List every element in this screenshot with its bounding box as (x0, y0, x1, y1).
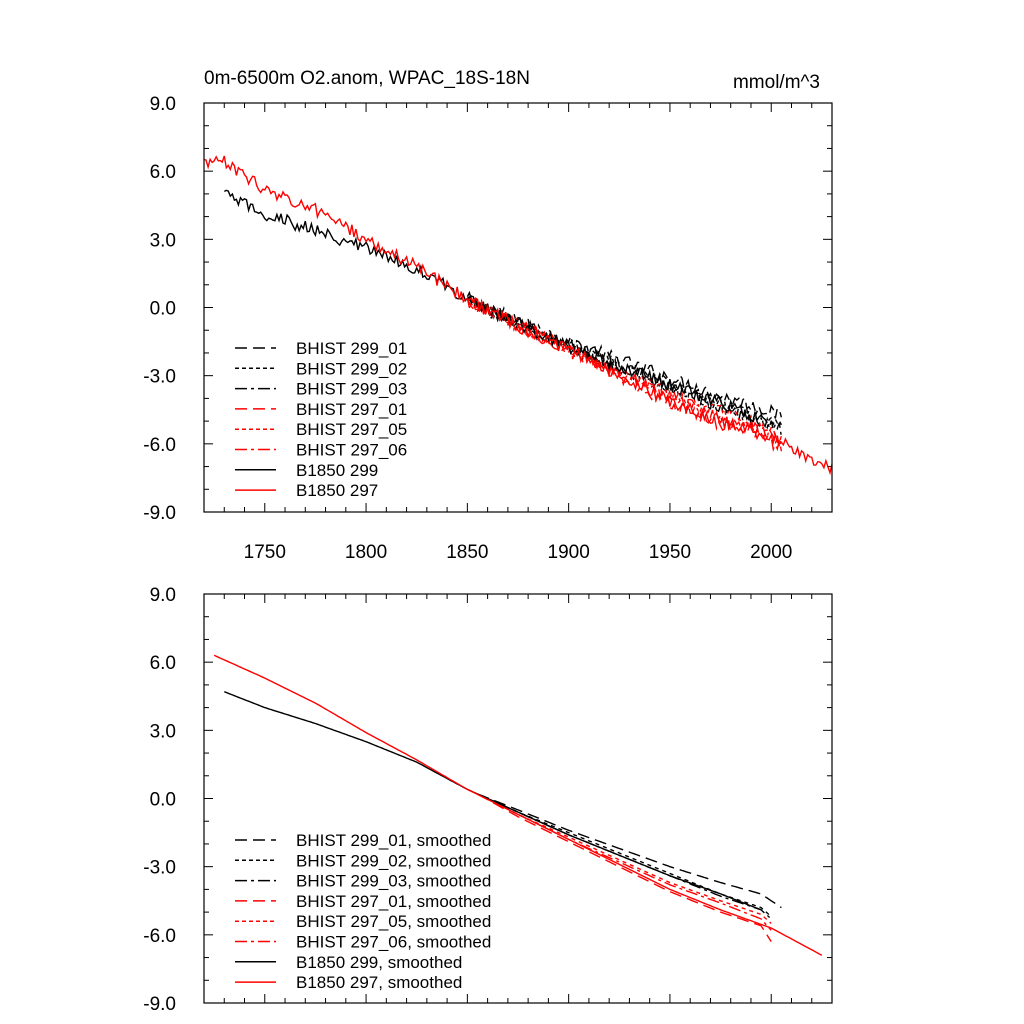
series-line-8 (203, 155, 833, 476)
y-tick-label: 9.0 (150, 585, 176, 606)
legend-label: B1850 297, smoothed (296, 973, 462, 992)
series-line-5 (477, 793, 772, 925)
series-line-5 (466, 298, 783, 444)
legend-label: BHIST 297_01 (296, 400, 407, 419)
series-line-8 (213, 654, 823, 956)
top-panel: 0m-6500m O2.anom, WPAC_18S-18N mmol/m^3 … (143, 68, 833, 563)
series-line-3 (477, 793, 772, 920)
legend-label: BHIST 297_06, smoothed (296, 933, 491, 952)
series-line-7 (223, 189, 768, 424)
series-line-4 (477, 793, 772, 942)
y-tick-label: -3.0 (143, 858, 176, 879)
legend-label: BHIST 297_06 (296, 441, 407, 460)
series-line-1 (477, 793, 782, 909)
legend-label: BHIST 299_02 (296, 359, 407, 378)
axis-ticks (204, 593, 832, 1004)
legend-label: B1850 297 (296, 481, 378, 500)
x-tick-label: 1950 (649, 542, 691, 563)
legend-label: BHIST 297_05 (296, 420, 407, 439)
plot-frame (203, 593, 833, 1004)
legend-label: B1850 299, smoothed (296, 953, 462, 972)
legend-label: BHIST 297_05, smoothed (296, 912, 491, 931)
series-lines (213, 654, 823, 956)
legend-label: BHIST 299_02, smoothed (296, 851, 491, 870)
y-tick-label: -6.0 (143, 435, 176, 456)
y-tick-label: 3.0 (150, 721, 176, 742)
y-tick-label: 6.0 (150, 653, 176, 674)
plot-frame (203, 102, 833, 513)
series-lines (203, 155, 833, 476)
x-tick-labels: 1750 1800 1850 1900 1950 2000 (244, 542, 793, 563)
legend-label: BHIST 299_01, smoothed (296, 831, 491, 850)
y-tick-label: -3.0 (143, 367, 176, 388)
y-tick-label: 9.0 (150, 94, 176, 115)
y-tick-label: 6.0 (150, 162, 176, 183)
panel-title: 0m-6500m O2.anom, WPAC_18S-18N (204, 68, 530, 89)
x-tick-label: 1800 (345, 542, 387, 563)
y-tick-labels: 9.0 6.0 3.0 0.0 -3.0 -6.0 -9.0 (143, 585, 176, 1015)
bottom-panel: 9.0 6.0 3.0 0.0 -3.0 -6.0 -9.0 BHIST 299_01, s… (143, 585, 833, 1015)
legend-label: BHIST 299_03, smoothed (296, 872, 491, 891)
x-tick-label: 1850 (446, 542, 488, 563)
series-line-7 (224, 691, 762, 911)
x-tick-label: 1900 (548, 542, 590, 563)
y-tick-label: -6.0 (143, 926, 176, 947)
y-tick-label: -9.0 (143, 503, 176, 524)
y-tick-label: 3.0 (150, 230, 176, 251)
legend-label: BHIST 299_03 (296, 380, 407, 399)
units-label: mmol/m^3 (733, 72, 820, 93)
y-tick-labels: 9.0 6.0 3.0 0.0 -3.0 -6.0 -9.0 (143, 94, 176, 524)
series-line-6 (466, 298, 783, 448)
legend-label: BHIST 297_01, smoothed (296, 892, 491, 911)
series-line-1 (466, 290, 783, 419)
y-tick-label: -9.0 (143, 994, 176, 1015)
y-tick-label: 0.0 (150, 299, 176, 320)
x-tick-label: 1750 (244, 542, 286, 563)
legend-label: BHIST 299_01 (296, 339, 407, 358)
y-tick-label: 0.0 (150, 790, 176, 811)
x-tick-label: 2000 (750, 542, 792, 563)
legend-label: B1850 299 (296, 461, 378, 480)
